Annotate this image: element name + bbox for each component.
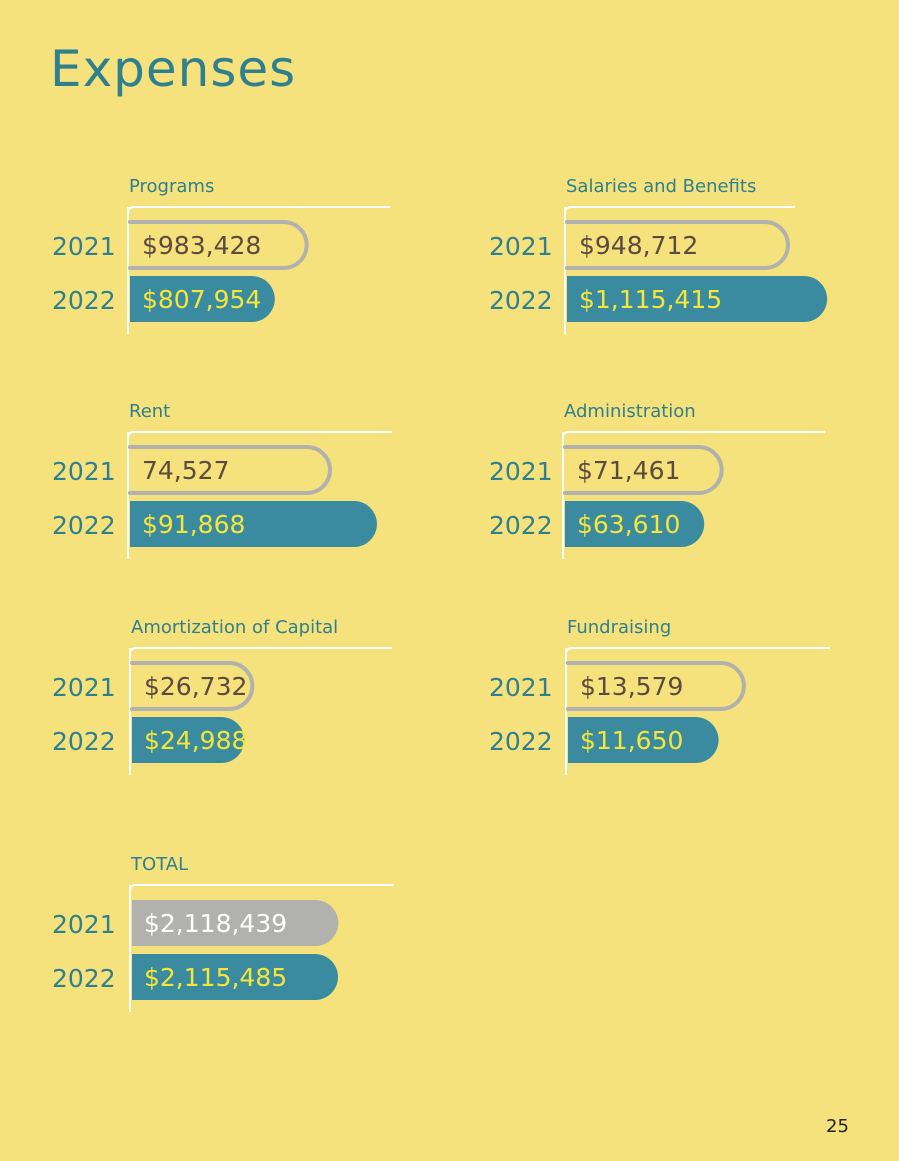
fundraising-value-2022: $11,650	[580, 726, 683, 755]
rent-title: Rent	[129, 401, 170, 422]
administration-value-2022: $63,610	[577, 510, 680, 539]
rent-value-2022: $91,868	[142, 510, 245, 539]
fundraising-title: Fundraising	[567, 617, 671, 638]
salaries-and-benefits-value-2021: $948,712	[579, 231, 698, 260]
salaries-and-benefits-value-2022: $1,115,415	[579, 285, 722, 314]
programs-value-2021: $983,428	[142, 231, 261, 260]
programs-bar-2022	[130, 276, 275, 322]
administration-value-2021: $71,461	[577, 456, 680, 485]
programs-year-2021: 2021	[52, 232, 116, 261]
rent-value-2021: 74,527	[142, 456, 229, 485]
total-year-2022: 2022	[52, 964, 116, 993]
administration-bar-2022	[565, 501, 705, 547]
programs-year-2022: 2022	[52, 286, 116, 315]
salaries-and-benefits-year-2022: 2022	[489, 286, 553, 315]
fundraising-year-2021: 2021	[489, 673, 553, 702]
fundraising-year-2022: 2022	[489, 727, 553, 756]
amortization-of-capital-bar-2022	[132, 717, 245, 763]
total-bar-2022	[132, 954, 339, 1000]
salaries-and-benefits-bar-2022	[567, 276, 828, 322]
total-top-line	[129, 884, 394, 892]
amortization-of-capital-value-2021: $26,732	[144, 672, 247, 701]
rent-year-2022: 2022	[52, 511, 116, 540]
salaries-and-benefits-bar-2021	[565, 220, 790, 270]
amortization-of-capital-top-line	[129, 647, 392, 655]
salaries-and-benefits-title: Salaries and Benefits	[566, 176, 756, 197]
fundraising-value-2021: $13,579	[580, 672, 683, 701]
fundraising-bar-2022	[568, 717, 719, 763]
programs-top-line	[127, 206, 390, 214]
amortization-of-capital-value-2022: $24,988	[144, 726, 247, 755]
programs-value-2022: $807,954	[142, 285, 261, 314]
rent-year-2021: 2021	[52, 457, 116, 486]
salaries-and-benefits-top-line	[564, 206, 795, 214]
fundraising-bar-2021	[566, 661, 746, 711]
fundraising-top-line	[565, 647, 830, 655]
rent-top-line	[127, 431, 392, 439]
total-bar-2021	[132, 900, 339, 946]
amortization-of-capital-year-2021: 2021	[52, 673, 116, 702]
amortization-of-capital-title: Amortization of Capital	[131, 617, 338, 638]
administration-bar-2021	[563, 445, 724, 495]
administration-year-2022: 2022	[489, 511, 553, 540]
amortization-of-capital-bar-2021	[130, 661, 255, 711]
programs-title: Programs	[129, 176, 214, 197]
administration-top-line	[562, 431, 825, 439]
total-title: TOTAL	[130, 854, 188, 875]
total-year-2021: 2021	[52, 910, 116, 939]
total-value-2021: $2,118,439	[144, 909, 287, 938]
programs-bar-2021	[128, 220, 309, 270]
administration-year-2021: 2021	[489, 457, 553, 486]
rent-bar-2022	[130, 501, 377, 547]
amortization-of-capital-year-2022: 2022	[52, 727, 116, 756]
rent-bar-2021	[128, 445, 332, 495]
salaries-and-benefits-year-2021: 2021	[489, 232, 553, 261]
administration-title: Administration	[564, 401, 696, 422]
total-value-2022: $2,115,485	[144, 963, 287, 992]
page-number: 25	[826, 1116, 849, 1137]
page-title: Expenses	[50, 40, 297, 98]
